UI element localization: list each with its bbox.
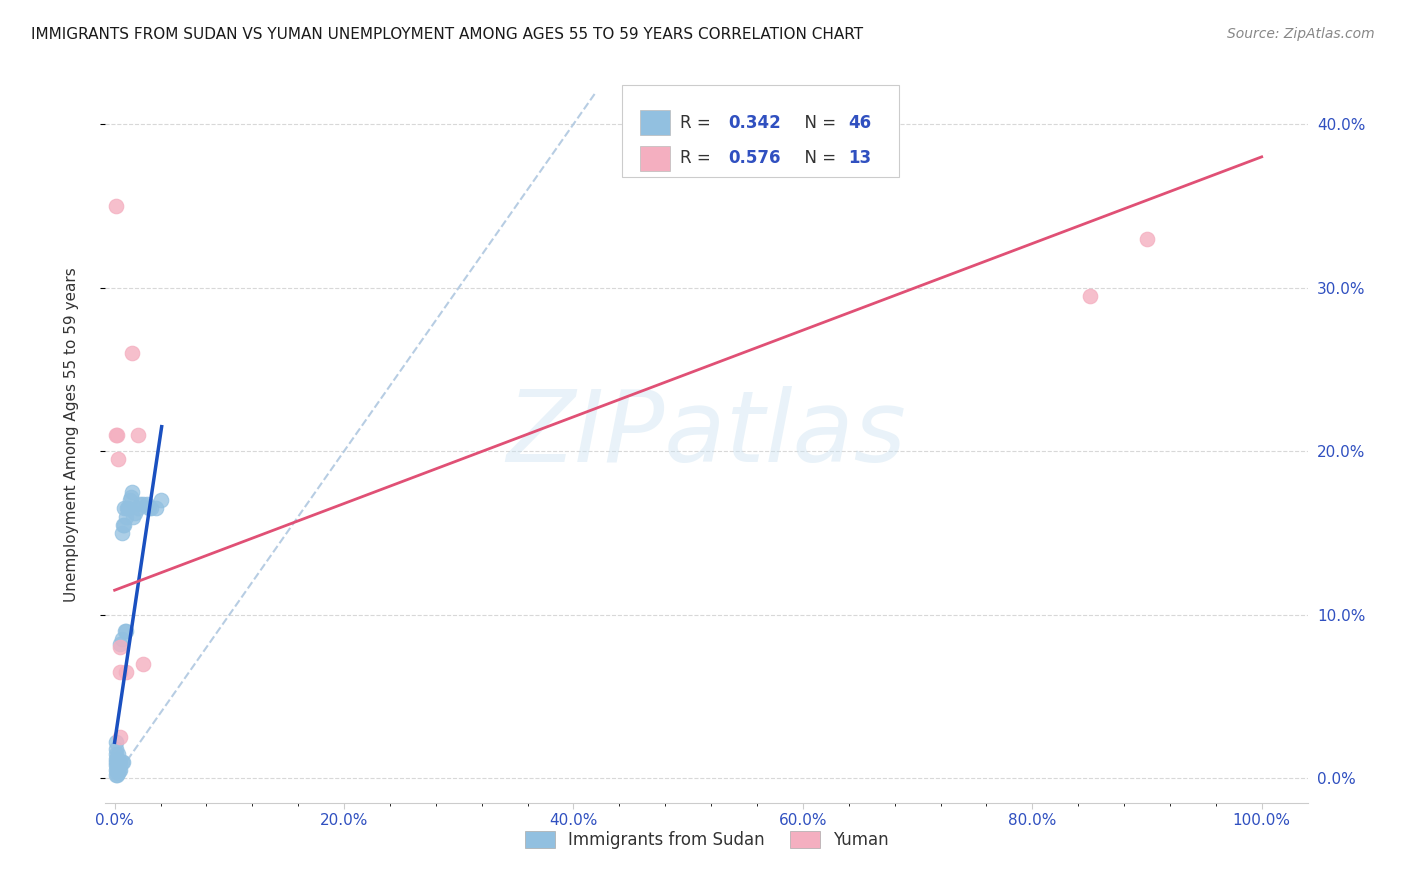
Point: [111, 517, 134, 532]
FancyBboxPatch shape: [623, 86, 898, 178]
Point: [110, 755, 132, 769]
Point: [107, 766, 129, 780]
Point: [121, 485, 143, 500]
Point: [104, 763, 127, 777]
Text: IMMIGRANTS FROM SUDAN VS YUMAN UNEMPLOYMENT AMONG AGES 55 TO 59 YEARS CORRELATIO: IMMIGRANTS FROM SUDAN VS YUMAN UNEMPLOYM…: [31, 27, 863, 42]
Point: [112, 517, 135, 532]
Point: [1136, 231, 1159, 245]
Point: [110, 731, 132, 745]
Point: [104, 755, 127, 769]
Text: 0.342: 0.342: [728, 114, 780, 132]
Point: [107, 755, 129, 769]
Text: 0.576: 0.576: [728, 149, 780, 168]
Point: [110, 632, 132, 647]
Point: [115, 665, 138, 679]
Text: N =: N =: [794, 149, 842, 168]
Point: [110, 665, 132, 679]
Point: [104, 751, 127, 765]
Point: [115, 509, 138, 524]
Point: [141, 501, 163, 516]
Point: [104, 747, 127, 761]
Point: [104, 758, 127, 772]
Point: [127, 427, 149, 442]
Point: [105, 427, 128, 442]
Point: [128, 496, 150, 510]
Point: [112, 501, 135, 516]
Point: [105, 758, 128, 772]
Point: [104, 768, 127, 782]
Point: [149, 493, 172, 508]
Point: [117, 501, 139, 516]
Point: [120, 490, 142, 504]
Point: [138, 501, 160, 516]
Point: [114, 624, 136, 639]
Point: [118, 493, 141, 508]
Y-axis label: Unemployment Among Ages 55 to 59 years: Unemployment Among Ages 55 to 59 years: [65, 268, 79, 602]
Point: [124, 506, 146, 520]
Point: [105, 751, 128, 765]
Point: [110, 525, 132, 540]
FancyBboxPatch shape: [640, 111, 671, 136]
Point: [115, 624, 138, 639]
Point: [104, 427, 127, 442]
FancyBboxPatch shape: [640, 146, 671, 170]
Point: [107, 762, 129, 776]
Point: [104, 742, 127, 756]
Text: R =: R =: [681, 149, 716, 168]
Point: [135, 496, 157, 510]
Point: [1078, 289, 1101, 303]
Point: [104, 199, 127, 213]
Point: [104, 735, 127, 749]
Point: [110, 637, 132, 651]
Point: [111, 755, 134, 769]
Point: [117, 501, 139, 516]
Legend: Immigrants from Sudan, Yuman: Immigrants from Sudan, Yuman: [516, 822, 897, 857]
Text: R =: R =: [681, 114, 716, 132]
Text: Source: ZipAtlas.com: Source: ZipAtlas.com: [1227, 27, 1375, 41]
Point: [105, 768, 128, 782]
Point: [107, 747, 129, 761]
Text: 13: 13: [848, 149, 872, 168]
Point: [121, 346, 143, 360]
Point: [132, 496, 155, 510]
Point: [132, 657, 155, 671]
Point: [105, 763, 128, 777]
Text: 46: 46: [848, 114, 872, 132]
Point: [110, 640, 132, 655]
Text: ZIPatlas: ZIPatlas: [506, 386, 907, 483]
Point: [110, 755, 132, 769]
Point: [108, 755, 131, 769]
Point: [108, 763, 131, 777]
Point: [122, 509, 145, 524]
Point: [110, 763, 132, 777]
Point: [145, 501, 167, 516]
Text: N =: N =: [794, 114, 842, 132]
Point: [127, 501, 149, 516]
Point: [107, 452, 129, 467]
